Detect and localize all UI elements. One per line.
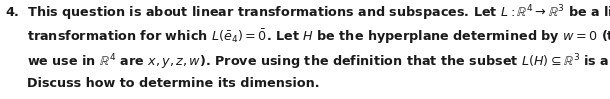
Text: Discuss how to determine its dimension.: Discuss how to determine its dimension.	[27, 77, 320, 90]
Text: transformation for which $L(\bar{e}_4) = \bar{0}$. Let $H$ be the hyperplane det: transformation for which $L(\bar{e}_4) =…	[27, 28, 610, 46]
Text: 4.  This question is about linear transformations and subspaces. Let $L:\mathbb{: 4. This question is about linear transfo…	[5, 3, 610, 23]
Text: we use in $\mathbb{R}^4$ are $x, y, z, w$). Prove using the definition that the : we use in $\mathbb{R}^4$ are $x, y, z, w…	[27, 52, 610, 72]
